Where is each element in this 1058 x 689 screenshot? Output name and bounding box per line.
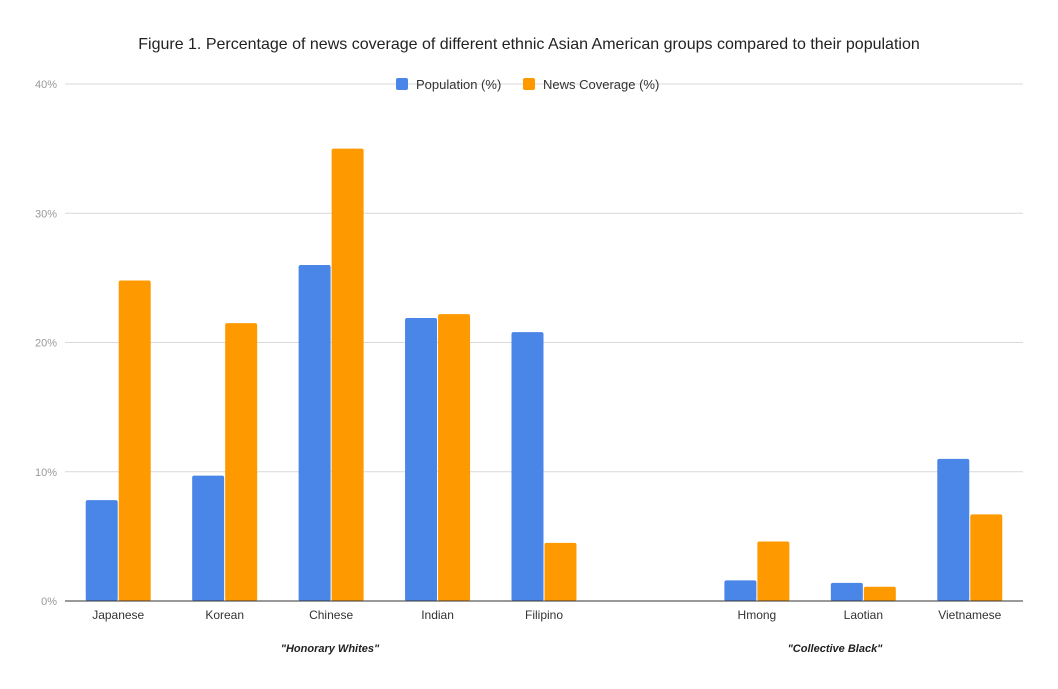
bar-population-chinese [298,264,331,601]
legend-label: News Coverage (%) [543,77,659,92]
bar-news-coverage-chinese [331,148,364,601]
group-label-honorary-whites: "Honorary Whites" [281,643,380,655]
y-tick-label: 40% [35,79,57,91]
bar-news-coverage-indian [438,314,471,601]
bar-population-laotian [830,582,863,601]
bar-news-coverage-japanese [118,280,151,601]
category-label: Chinese [309,608,353,622]
bar-news-coverage-hmong [757,541,790,601]
bar-population-indian [405,317,438,601]
bar-population-vietnamese [937,458,970,601]
legend-swatch [396,78,408,90]
y-tick-label: 0% [41,596,57,608]
category-label: Korean [205,608,244,622]
y-tick-label: 30% [35,208,57,220]
bar-population-filipino [511,332,544,601]
category-label: Japanese [92,608,144,622]
bar-population-hmong [724,580,757,601]
chart-title: Figure 1. Percentage of news coverage of… [138,36,920,53]
group-label-collective-black: "Collective Black" [788,643,884,655]
bar-news-coverage-laotian [863,586,896,601]
category-label: Filipino [525,608,563,622]
bar-population-japanese [85,500,118,601]
y-tick-label: 10% [35,467,57,479]
category-label: Vietnamese [938,608,1001,622]
bars [85,148,1003,601]
legend: Population (%) News Coverage (%) [396,77,659,92]
category-labels: Japanese Korean Chinese Indian Filipino Hmong… [92,608,1001,622]
bar-news-coverage-filipino [544,542,577,601]
grid: 0% 10% 20% 30% 40% [35,79,1023,608]
category-label: Indian [421,608,454,622]
legend-swatch [523,78,535,90]
bar-news-coverage-vietnamese [970,514,1003,601]
category-label: Laotian [844,608,883,622]
legend-label: Population (%) [416,77,501,92]
y-tick-label: 20% [35,338,57,350]
bar-news-coverage-korean [225,323,258,601]
bar-population-korean [192,475,225,601]
category-label: Hmong [738,608,777,622]
